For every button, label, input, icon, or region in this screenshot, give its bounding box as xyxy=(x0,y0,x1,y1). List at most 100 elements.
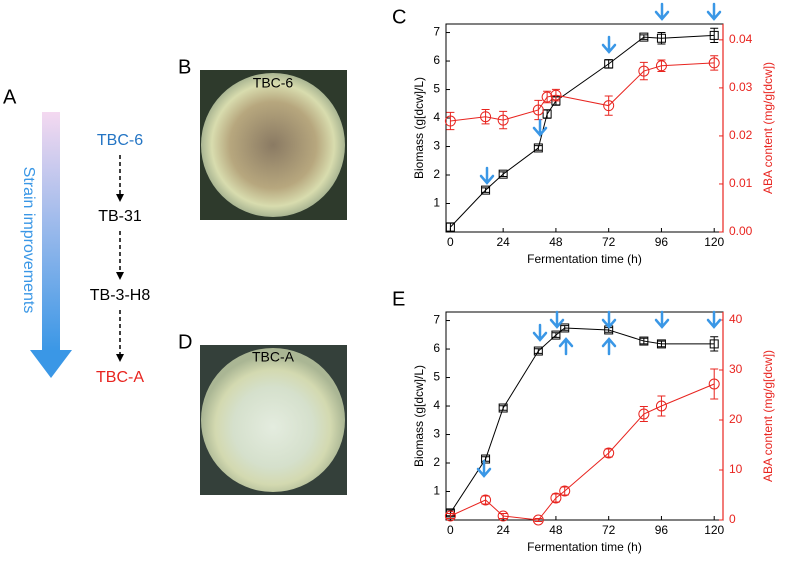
y2-tick-label: 0.04 xyxy=(729,32,753,46)
marker xyxy=(444,115,456,127)
marker xyxy=(655,400,667,412)
marker xyxy=(532,514,544,526)
y-tick-label: 5 xyxy=(433,370,440,384)
y-tick-label: 7 xyxy=(433,313,440,327)
y-axis-label: Biomass (g[dcw]/L) xyxy=(412,365,426,467)
marker xyxy=(444,510,456,522)
error-bar xyxy=(657,59,666,73)
y-tick-label: 4 xyxy=(433,110,440,124)
plot-frame xyxy=(445,23,724,233)
marker xyxy=(639,336,649,346)
marker xyxy=(656,33,666,43)
annotation-arrow xyxy=(476,459,492,478)
x-tick-label: 96 xyxy=(655,523,669,537)
marker xyxy=(542,109,552,119)
marker xyxy=(497,510,509,522)
y2-tick-label: 0.01 xyxy=(729,176,753,190)
y-tick-label: 2 xyxy=(433,455,440,469)
annotation-arrow xyxy=(532,323,548,342)
x-tick-label: 96 xyxy=(655,235,669,249)
y-axis-label: Biomass (g[dcw]/L) xyxy=(412,77,426,179)
error-bar xyxy=(534,145,543,151)
error-bar xyxy=(639,34,648,40)
flow-arrows xyxy=(116,155,124,362)
y-tick-label: 2 xyxy=(433,167,440,181)
annotation-arrow xyxy=(479,166,495,185)
y-tick-label: 4 xyxy=(433,398,440,412)
marker xyxy=(709,30,719,40)
marker xyxy=(559,485,571,497)
series-line xyxy=(449,327,715,514)
x-tick-label: 48 xyxy=(549,523,563,537)
y2-tick-label: 20 xyxy=(729,412,743,426)
marker xyxy=(604,59,614,69)
error-bar xyxy=(446,513,455,519)
error-bar xyxy=(481,187,490,193)
error-bar xyxy=(560,325,569,331)
x-tick-label: 72 xyxy=(602,523,616,537)
panel-label: C xyxy=(392,6,406,28)
error-bar xyxy=(543,109,552,119)
y2-tick-label: 30 xyxy=(729,362,743,376)
marker xyxy=(638,65,650,77)
plot-frame xyxy=(445,311,724,521)
series-line xyxy=(450,62,715,122)
y2-tick-label: 0.00 xyxy=(729,224,753,238)
x-tick-label: 24 xyxy=(496,523,510,537)
strain: TB-31 xyxy=(98,208,142,225)
y2-tick-label: 0.03 xyxy=(729,80,753,94)
arrow-head xyxy=(30,350,72,378)
panel-label: E xyxy=(392,288,405,310)
y-tick-label: 3 xyxy=(433,139,440,153)
marker xyxy=(533,346,543,356)
y-tick-label: 7 xyxy=(433,25,440,39)
marker xyxy=(639,32,649,42)
photo-label: TBC-A xyxy=(252,349,295,365)
marker xyxy=(445,222,455,232)
error-bar xyxy=(481,456,490,462)
marker xyxy=(655,60,667,72)
error-bar xyxy=(639,61,648,81)
panel-label: B xyxy=(178,56,191,78)
annotation-arrow xyxy=(601,35,617,54)
x-tick-label: 72 xyxy=(602,235,616,249)
petri-dish xyxy=(201,73,345,217)
error-bar xyxy=(499,405,508,411)
y2-tick-label: 10 xyxy=(729,462,743,476)
error-bar xyxy=(534,518,543,522)
y-tick-label: 6 xyxy=(433,341,440,355)
x-axis-label: Fermentation time (h) xyxy=(527,540,642,554)
strain: TB-3-H8 xyxy=(90,287,151,304)
marker xyxy=(603,100,615,112)
axis-label: Strain improvements xyxy=(20,167,37,314)
x-tick-label: 48 xyxy=(549,235,563,249)
marker xyxy=(498,169,508,179)
y-tick-label: 5 xyxy=(433,82,440,96)
marker xyxy=(480,494,492,506)
series-line xyxy=(450,34,715,228)
y-tick-label: 1 xyxy=(433,484,440,498)
error-bar xyxy=(534,348,543,354)
marker xyxy=(550,492,562,504)
petri-dish xyxy=(201,348,345,492)
x-tick-label: 24 xyxy=(496,235,510,249)
marker xyxy=(481,454,491,464)
y-tick-label: 1 xyxy=(433,196,440,210)
y-tick-label: 3 xyxy=(433,427,440,441)
strain: TBC-6 xyxy=(97,132,143,149)
error-bar xyxy=(604,95,613,116)
x-axis-label: Fermentation time (h) xyxy=(527,252,642,266)
annotation-arrow xyxy=(549,310,565,329)
x-tick-label: 0 xyxy=(447,235,454,249)
marker xyxy=(532,104,544,116)
y2-tick-label: 40 xyxy=(729,312,743,326)
marker xyxy=(656,339,666,349)
y2-tick-label: 0.02 xyxy=(729,128,753,142)
error-bar xyxy=(639,337,648,345)
marker xyxy=(541,91,553,103)
annotation-arrow xyxy=(601,337,617,356)
error-bar xyxy=(534,99,543,121)
x-tick-label: 120 xyxy=(704,523,724,537)
annotation-arrow xyxy=(532,118,548,137)
